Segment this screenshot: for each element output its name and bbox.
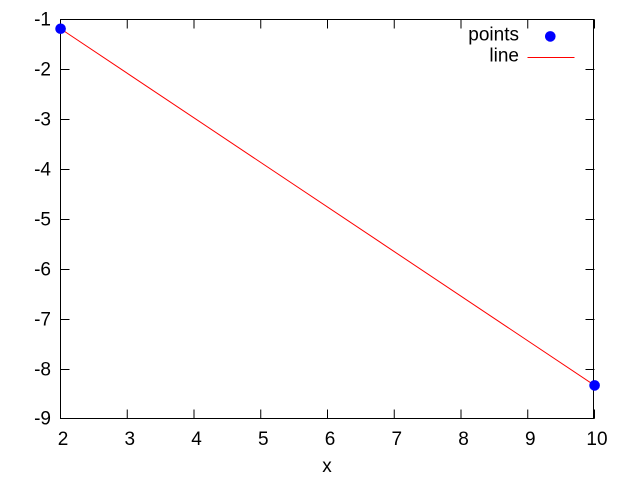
svg-text:-5: -5 (34, 210, 51, 231)
svg-text:-8: -8 (34, 360, 51, 381)
svg-text:-2: -2 (34, 60, 51, 81)
svg-text:3: 3 (124, 429, 135, 450)
svg-text:10: 10 (586, 429, 607, 450)
svg-text:-3: -3 (34, 110, 51, 131)
svg-text:-7: -7 (34, 310, 51, 331)
svg-text:-9: -9 (34, 409, 51, 430)
svg-text:-6: -6 (34, 260, 51, 281)
svg-text:points: points (468, 25, 519, 46)
svg-text:5: 5 (258, 429, 269, 450)
svg-text:7: 7 (391, 429, 402, 450)
svg-text:9: 9 (525, 429, 536, 450)
svg-text:line: line (489, 46, 519, 67)
svg-text:x: x (322, 456, 332, 477)
svg-text:-4: -4 (34, 160, 51, 181)
svg-text:8: 8 (458, 429, 469, 450)
svg-text:-1: -1 (34, 10, 51, 31)
svg-text:6: 6 (325, 429, 336, 450)
svg-text:2: 2 (58, 429, 69, 450)
svg-text:4: 4 (191, 429, 202, 450)
